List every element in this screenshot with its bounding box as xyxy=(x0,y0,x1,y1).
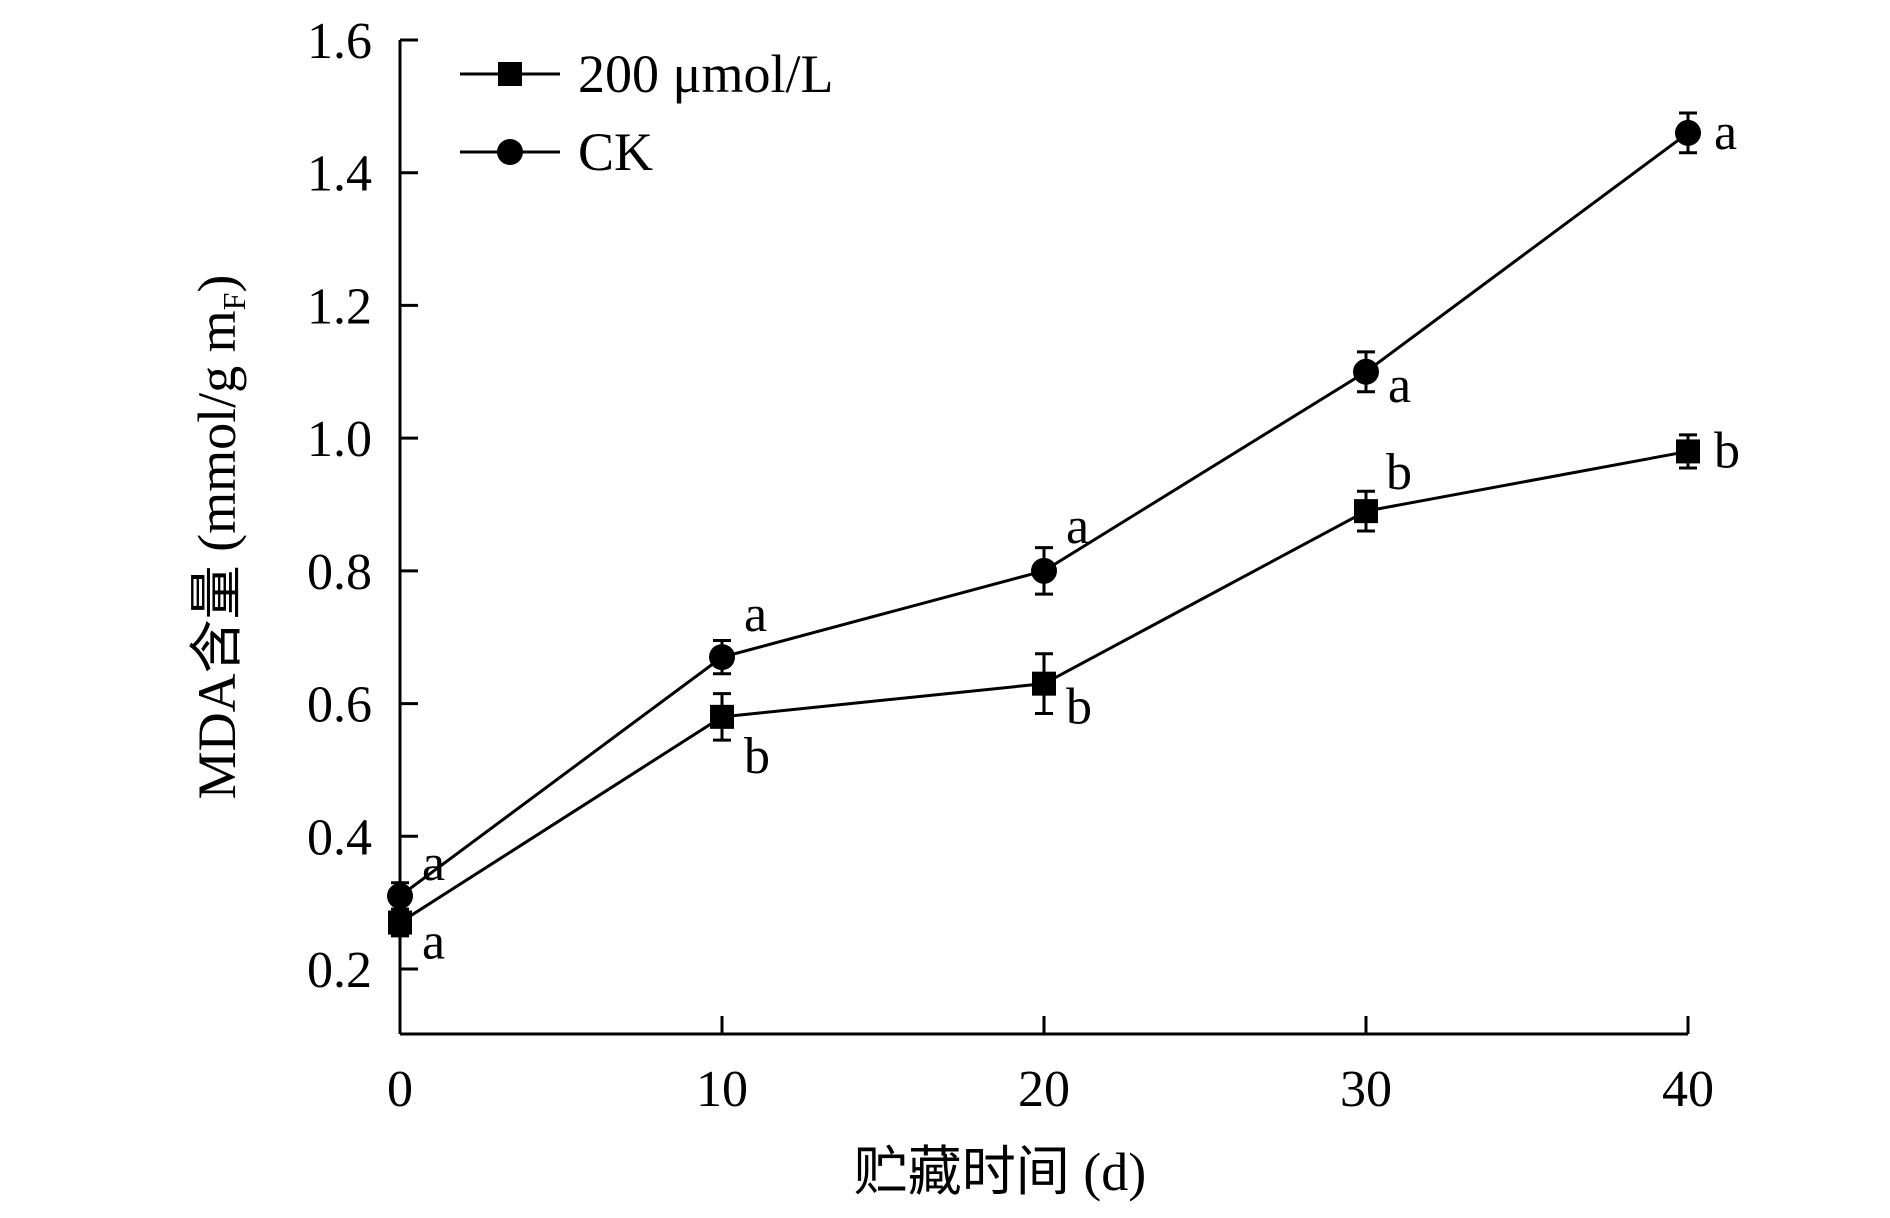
data-point-square xyxy=(1676,439,1700,464)
series-line xyxy=(399,131,1689,898)
data-point-square xyxy=(710,704,734,729)
data-point-circle xyxy=(1675,119,1701,146)
y-tick-label: 0.6 xyxy=(307,677,372,734)
legend-label: CK xyxy=(578,122,653,182)
significance-label: b xyxy=(744,728,770,785)
legend: 200 μmol/L CK xyxy=(460,44,833,182)
x-tick-label: 40 xyxy=(1662,1061,1714,1118)
legend-marker-square xyxy=(498,62,522,86)
y-tick-label: 1.2 xyxy=(307,278,372,335)
y-axis-title: MDA含量 (mmol/g mF) xyxy=(187,275,252,800)
significance-label: a xyxy=(422,914,445,971)
x-axis-title: 贮藏时间 (d) xyxy=(854,1142,1146,1202)
significance-label: b xyxy=(1386,444,1412,501)
data-point-circle xyxy=(1031,557,1057,584)
significance-label: b xyxy=(1714,422,1740,479)
x-tick-label: 0 xyxy=(387,1061,413,1118)
x-ticks: 0 10 20 30 40 xyxy=(387,1016,1714,1118)
x-tick-label: 30 xyxy=(1340,1061,1392,1118)
series-200umol: a b b b b xyxy=(388,422,1740,971)
y-tick-label: 0.4 xyxy=(307,809,372,866)
y-tick-label: 1.6 xyxy=(307,13,372,70)
y-axis-title-main: MDA含量 (mmol/g m xyxy=(187,310,247,799)
significance-label: a xyxy=(744,586,767,643)
x-tick-label: 10 xyxy=(696,1061,748,1118)
significance-label: b xyxy=(1066,679,1092,736)
data-point-square xyxy=(388,910,412,935)
significance-label: a xyxy=(1066,498,1089,555)
legend-marker-circle xyxy=(497,139,523,165)
axes xyxy=(398,40,1688,1036)
y-tick-label: 1.0 xyxy=(307,411,372,468)
x-tick-label: 20 xyxy=(1018,1061,1070,1118)
data-point-square xyxy=(1354,499,1378,524)
legend-label: 200 μmol/L xyxy=(578,44,833,104)
data-point-square xyxy=(1032,671,1056,696)
y-tick-label: 0.8 xyxy=(307,544,372,601)
significance-label: a xyxy=(422,835,445,892)
significance-label: a xyxy=(1714,104,1737,161)
y-tick-label: 0.2 xyxy=(307,942,372,999)
y-axis-title-subscript: F xyxy=(216,293,252,311)
significance-label: a xyxy=(1388,357,1411,414)
y-ticks: 0.2 0.4 0.6 0.8 1.0 1.2 1.4 1.6 xyxy=(307,13,418,999)
data-point-circle xyxy=(1353,358,1379,385)
y-axis-title-close: ) xyxy=(187,275,247,293)
series-ck: a a a a a xyxy=(387,104,1737,911)
y-tick-label: 1.4 xyxy=(307,146,372,203)
data-point-circle xyxy=(709,644,735,671)
data-point-circle xyxy=(387,883,413,910)
